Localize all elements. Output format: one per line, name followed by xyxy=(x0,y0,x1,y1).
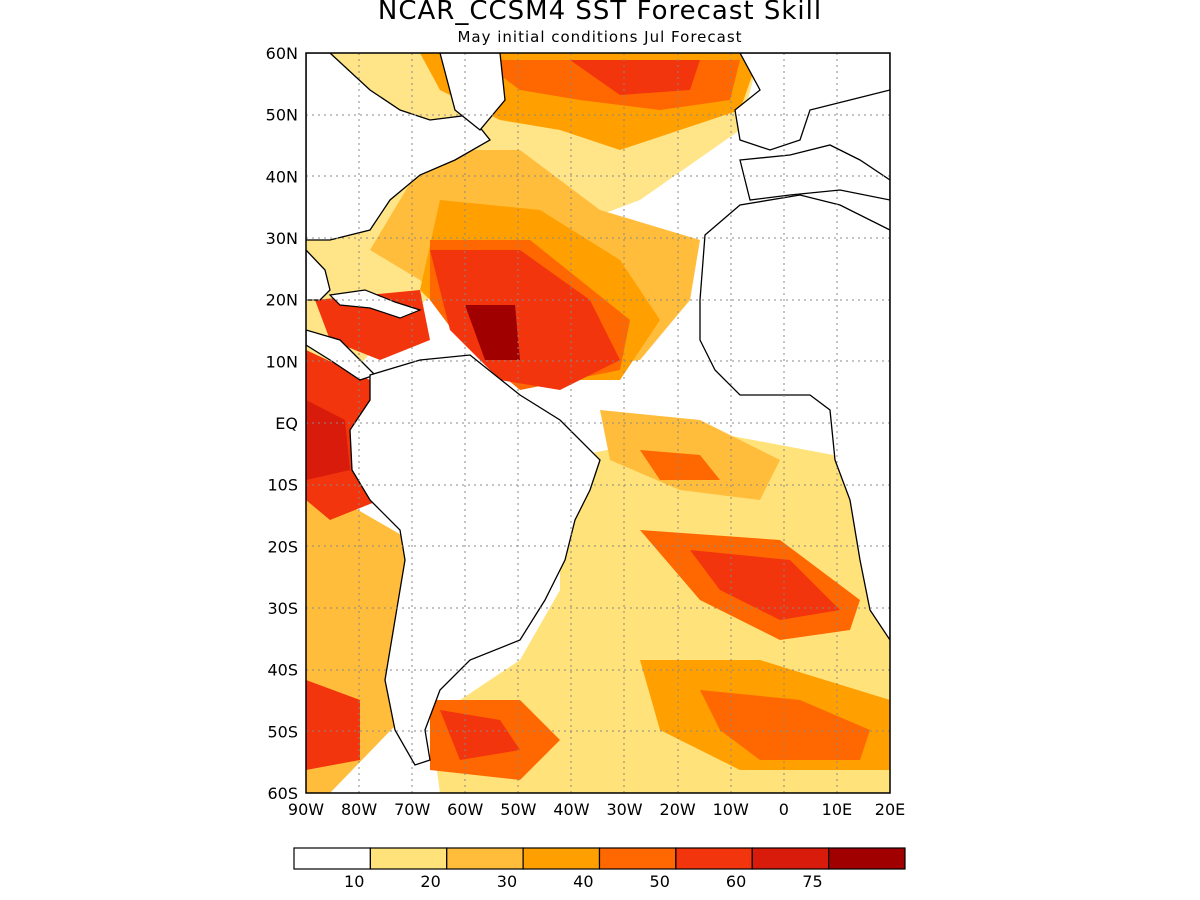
lat-label: 10S xyxy=(267,476,298,495)
lon-label: 30W xyxy=(606,800,642,819)
chart-title: NCAR_CCSM4 SST Forecast Skill xyxy=(377,0,823,26)
colorbar-label: 60 xyxy=(726,872,746,891)
lon-label: 80W xyxy=(341,800,377,819)
lon-label: 90W xyxy=(288,800,324,819)
colorbar-swatch xyxy=(522,847,601,870)
colorbar-label: 30 xyxy=(497,872,517,891)
chart-subtitle: May initial conditions Jul Forecast xyxy=(457,28,743,46)
colorbar xyxy=(293,847,906,870)
lat-label: 20S xyxy=(267,537,298,556)
lat-label: 60S xyxy=(267,784,298,803)
lat-label: 30N xyxy=(266,229,298,248)
colorbar-label: 75 xyxy=(802,872,822,891)
lat-label: 40N xyxy=(266,167,298,186)
lon-label: 10W xyxy=(713,800,749,819)
lon-label: 40W xyxy=(553,800,589,819)
lon-label: 60W xyxy=(447,800,483,819)
map-frame xyxy=(305,52,891,794)
lat-label: 60N xyxy=(266,44,298,63)
lon-label: 20E xyxy=(875,800,905,819)
lat-label: 50S xyxy=(267,722,298,741)
colorbar-label: 40 xyxy=(573,872,593,891)
colorbar-swatch xyxy=(446,847,524,870)
lat-label: 10N xyxy=(266,352,298,371)
colorbar-swatch xyxy=(369,847,448,870)
colorbar-label: 20 xyxy=(420,872,440,891)
colorbar-swatch xyxy=(828,847,906,870)
colorbar-label: 10 xyxy=(344,872,364,891)
lat-label: 20N xyxy=(266,291,298,310)
colorbar-swatch xyxy=(675,847,753,870)
lat-label: 40S xyxy=(267,661,298,680)
lat-label: EQ xyxy=(275,414,298,433)
colorbar-swatch xyxy=(293,847,371,870)
colorbar-swatch xyxy=(751,847,830,870)
longitude-labels: 90W 80W 70W 60W 50W 40W 30W 20W 10W 0 10E 20E xyxy=(288,800,905,819)
lon-label: 50W xyxy=(500,800,536,819)
lon-label: 0 xyxy=(779,800,789,819)
land-masses xyxy=(306,53,890,766)
lat-label: 50N xyxy=(266,106,298,125)
colorbar-labels: 10 20 30 40 50 60 75 xyxy=(344,872,823,891)
lon-label: 20W xyxy=(660,800,696,819)
colorbar-label: 50 xyxy=(650,872,670,891)
lat-label: 30S xyxy=(267,599,298,618)
colorbar-swatch xyxy=(598,847,677,870)
lon-label: 10E xyxy=(822,800,852,819)
graticule xyxy=(306,53,890,793)
lon-label: 70W xyxy=(394,800,430,819)
latitude-labels: 60N 50N 40N 30N 20N 10N EQ 10S 20S 30S 40S 50S 60S xyxy=(266,44,298,803)
